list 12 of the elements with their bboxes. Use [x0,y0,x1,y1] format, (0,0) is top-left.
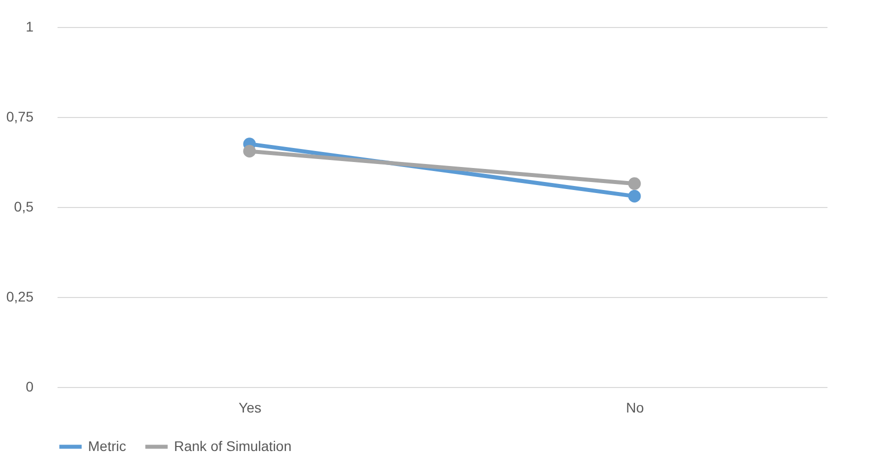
x-tick-label: Yes [238,400,262,416]
legend-label: Metric [88,438,126,454]
y-tick-label: 1 [26,18,34,34]
y-tick-label: 0,25 [6,288,34,304]
y-tick-label: 0,75 [6,108,34,124]
legend-label: Rank of Simulation [174,438,292,454]
y-tick-label: 0,5 [14,198,34,214]
point [628,190,641,203]
point [628,177,641,190]
y-tick-label: 0 [26,378,34,394]
point [243,144,256,158]
x-tick-label: No [626,400,644,416]
